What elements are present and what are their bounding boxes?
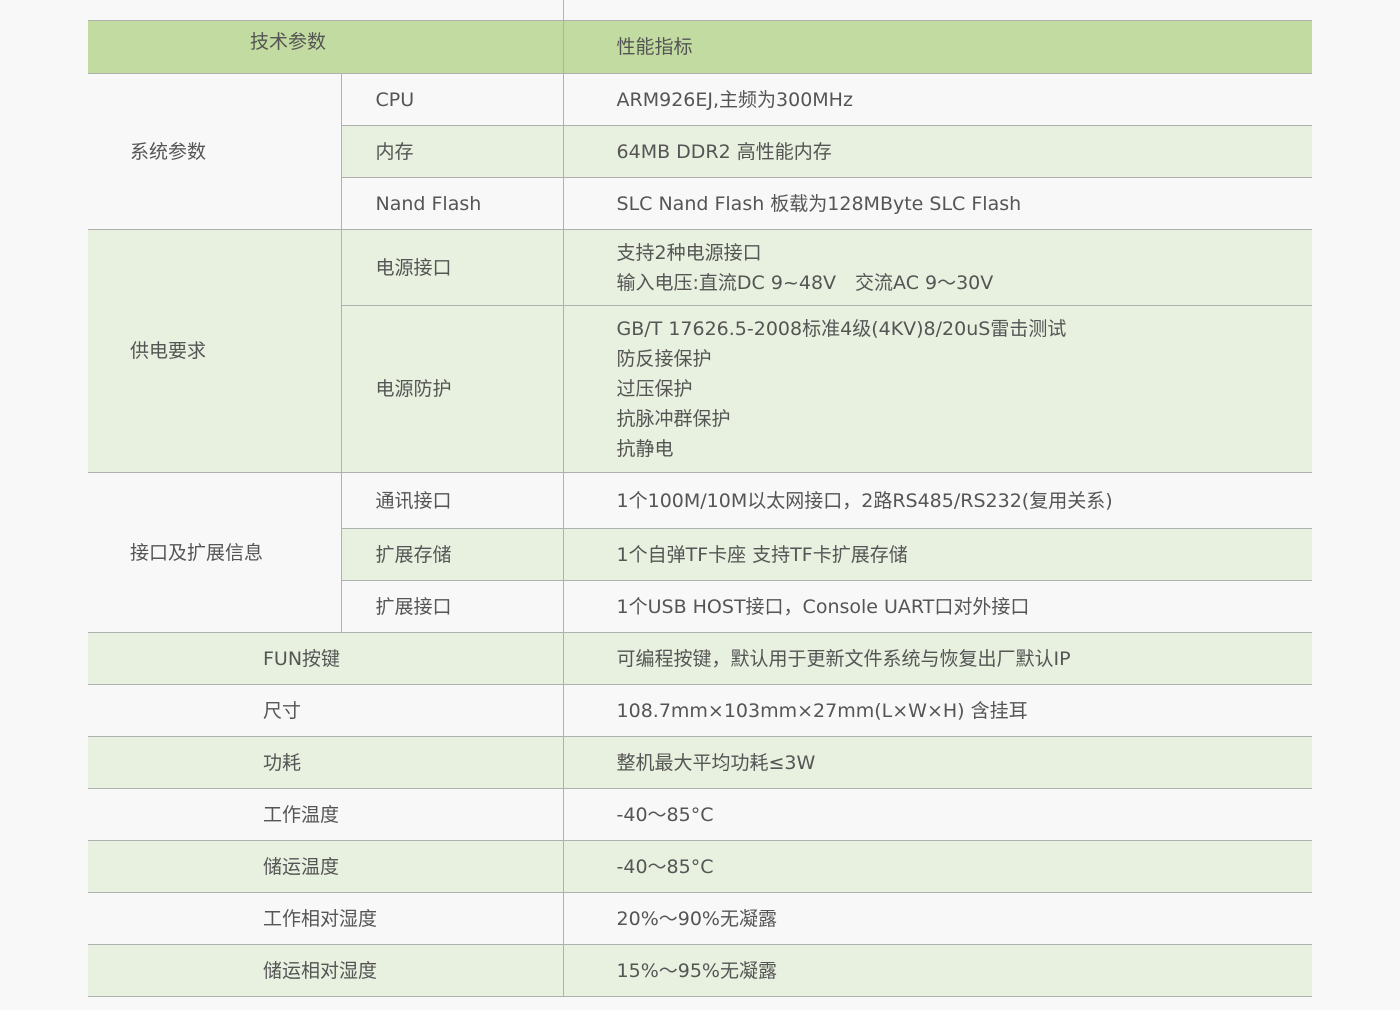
- group-label: 供电要求: [88, 229, 341, 473]
- value-line: 抗静电: [616, 438, 674, 460]
- table-row: 储运相对湿度 15%～95%无凝露: [88, 944, 1313, 997]
- param-name: CPU: [340, 73, 564, 126]
- value-line: 1个USB HOST接口，Console UART口对外接口: [616, 595, 1030, 618]
- spec-table: 技术参数 性能指标 系统参数 CPU ARM926EJ,主频为300MHz 内存 64M…: [88, 20, 1313, 997]
- group-label: 系统参数: [88, 73, 341, 230]
- table-row: FUN按键 可编程按键，默认用于更新文件系统与恢复出厂默认IP: [88, 632, 1313, 685]
- param-value: 64MB DDR2 高性能内存: [562, 125, 1313, 178]
- param-name: 扩展存储: [340, 528, 564, 581]
- param-name: 工作相对湿度: [88, 892, 564, 945]
- table-row: 工作相对湿度 20%～90%无凝露: [88, 892, 1313, 945]
- value-line: 抗脉冲群保护: [616, 408, 731, 430]
- header-param: 技术参数: [88, 20, 564, 74]
- param-value: 20%～90%无凝露: [562, 892, 1313, 945]
- param-value: 支持2种电源接口输入电压:直流DC 9~48V 交流AC 9～30V: [562, 229, 1313, 306]
- value-line: GB/T 17626.5-2008标准4级(4KV)8/20uS雷击测试: [616, 318, 1067, 340]
- param-name: 工作温度: [88, 788, 564, 841]
- param-name: 功耗: [88, 736, 564, 789]
- header-spec: 性能指标: [562, 20, 1313, 74]
- param-value: 108.7mm×103mm×27mm(L×W×H) 含挂耳: [562, 684, 1313, 737]
- table-row: 接口及扩展信息 通讯接口 1个100M/10M以太网接口，2路RS485/RS232…: [88, 472, 1313, 633]
- value-line: SLC Nand Flash 板载为128MByte SLC Flash: [616, 192, 1022, 215]
- param-value: -40～85°C: [562, 840, 1313, 893]
- param-name: Nand Flash: [340, 177, 564, 230]
- table-row: Nand Flash SLC Nand Flash 板载为128MByte SLC…: [88, 177, 1313, 230]
- param-name: FUN按键: [88, 632, 564, 685]
- param-value: 整机最大平均功耗≤3W: [562, 736, 1313, 789]
- table-row: 供电要求 电源接口 支持2种电源接口 输入电压:直流DC 9~48V 交流AC 9～3…: [88, 229, 1313, 473]
- param-value: 1个USB HOST接口，Console UART口对外接口: [562, 580, 1313, 633]
- value-line: 1个100M/10M以太网接口，2路RS485/RS232(复用关系): [616, 489, 1113, 512]
- param-value: 可编程按键，默认用于更新文件系统与恢复出厂默认IP: [562, 632, 1313, 685]
- table-row: 系统参数 CPU ARM926EJ,主频为300MHz: [88, 73, 1313, 230]
- value-line: ARM926EJ,主频为300MHz: [616, 88, 853, 111]
- param-name: 储运温度: [88, 840, 564, 893]
- table-row: 储运温度 -40～85°C: [88, 840, 1313, 893]
- group-label: 接口及扩展信息: [88, 472, 341, 633]
- table-row: 尺寸 108.7mm×103mm×27mm(L×W×H) 含挂耳: [88, 684, 1313, 737]
- param-name: 扩展接口: [340, 580, 564, 633]
- column-divider: [563, 0, 564, 20]
- param-name: 储运相对湿度: [88, 944, 564, 997]
- param-value: 15%～95%无凝露: [562, 944, 1313, 997]
- param-name: 电源接口: [340, 229, 564, 306]
- param-value: -40～85°C: [562, 788, 1313, 841]
- value-line: 过压保护: [616, 378, 693, 400]
- table-row: 内存 64MB DDR2 高性能内存: [88, 125, 1313, 178]
- table-row: 电源防护 GB/T 17626.5-2008标准4级(4KV)8/20uS雷击测试…: [88, 305, 1313, 473]
- table-row: 扩展接口 1个USB HOST接口，Console UART口对外接口: [88, 580, 1313, 633]
- table-row: 扩展存储 1个自弹TF卡座 支持TF卡扩展存储: [88, 528, 1313, 581]
- value-line: 输入电压:直流DC 9~48V 交流AC 9～30V: [616, 271, 994, 294]
- value-line: 防反接保护: [616, 348, 712, 370]
- value-line: 支持2种电源接口: [616, 241, 762, 264]
- header-row: 技术参数 性能指标: [88, 20, 1313, 74]
- param-name: 通讯接口: [340, 472, 564, 529]
- param-value: SLC Nand Flash 板载为128MByte SLC Flash: [562, 177, 1313, 230]
- param-value: ARM926EJ,主频为300MHz: [562, 73, 1313, 126]
- value-line: 1个自弹TF卡座 支持TF卡扩展存储: [616, 543, 908, 566]
- value-line: 64MB DDR2 高性能内存: [616, 140, 832, 163]
- param-value: 1个100M/10M以太网接口，2路RS485/RS232(复用关系): [562, 472, 1313, 529]
- param-name: 电源防护: [340, 305, 564, 473]
- param-name: 内存: [340, 125, 564, 178]
- param-value: GB/T 17626.5-2008标准4级(4KV)8/20uS雷击测试 防反接保…: [562, 305, 1313, 473]
- table-row: 功耗 整机最大平均功耗≤3W: [88, 736, 1313, 789]
- table-row: 工作温度 -40～85°C: [88, 788, 1313, 841]
- param-value: 1个自弹TF卡座 支持TF卡扩展存储: [562, 528, 1313, 581]
- param-name: 尺寸: [88, 684, 564, 737]
